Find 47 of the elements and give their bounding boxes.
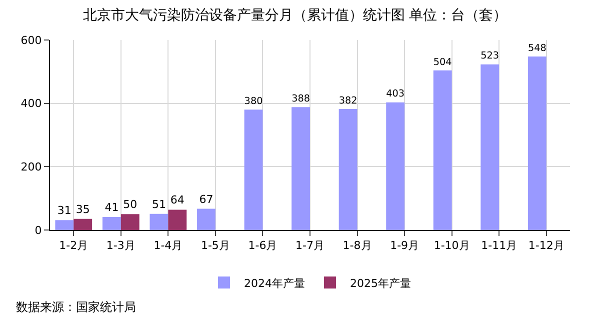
y-tick-label: 0	[34, 224, 42, 237]
data-label: 64	[170, 194, 184, 207]
data-label: 382	[338, 95, 358, 106]
bar	[120, 214, 140, 230]
data-label: 50	[123, 198, 138, 212]
chart-title: 北京市大气污染防治设备产量分月（累计值）统计图 单位：台（套）	[82, 8, 508, 24]
data-label: 67	[199, 192, 214, 206]
y-tick-label: 200	[20, 160, 42, 174]
data-label: 548	[528, 42, 546, 54]
bar	[74, 218, 92, 230]
x-tick-label: 1-9月	[390, 239, 420, 252]
x-tick-label: 1-4月	[154, 239, 183, 252]
y-tick-label: 600	[20, 34, 42, 47]
data-label: 504	[433, 56, 452, 68]
bar	[386, 102, 405, 230]
x-tick-label: 1-8月	[342, 239, 372, 252]
data-label: 403	[386, 88, 405, 100]
x-tick-label: 1-6月	[248, 239, 278, 252]
source-note: 数据来源：国家统计局	[16, 300, 136, 314]
data-label: 31	[57, 204, 72, 218]
bar	[244, 110, 263, 230]
x-tick-label: 1-3月	[106, 239, 136, 252]
bar	[338, 109, 358, 230]
x-tick-label: 1-12月	[528, 239, 564, 252]
bar	[197, 208, 216, 230]
legend-label: 2025年产量	[350, 276, 411, 290]
x-tick-label: 1-7月	[296, 239, 324, 252]
bar	[102, 217, 121, 230]
bar	[433, 70, 452, 230]
data-label: 51	[152, 198, 166, 211]
data-label: 41	[104, 201, 119, 214]
x-tick-label: 1-5月	[200, 239, 230, 252]
legend-label: 2024年产量	[244, 276, 305, 290]
bar	[168, 210, 187, 230]
bar	[480, 64, 500, 230]
data-label: 388	[292, 93, 310, 104]
x-tick-label: 1-2月	[59, 239, 88, 252]
bar	[150, 214, 168, 230]
data-label: 35	[76, 202, 90, 216]
x-tick-label: 1-11月	[481, 239, 518, 252]
data-label: 380	[244, 96, 263, 108]
bar	[528, 56, 546, 230]
bar	[55, 220, 74, 230]
bar	[292, 107, 310, 230]
x-tick-label: 1-10月	[434, 239, 470, 252]
y-tick-label: 400	[20, 97, 42, 110]
data-label: 523	[480, 50, 500, 62]
